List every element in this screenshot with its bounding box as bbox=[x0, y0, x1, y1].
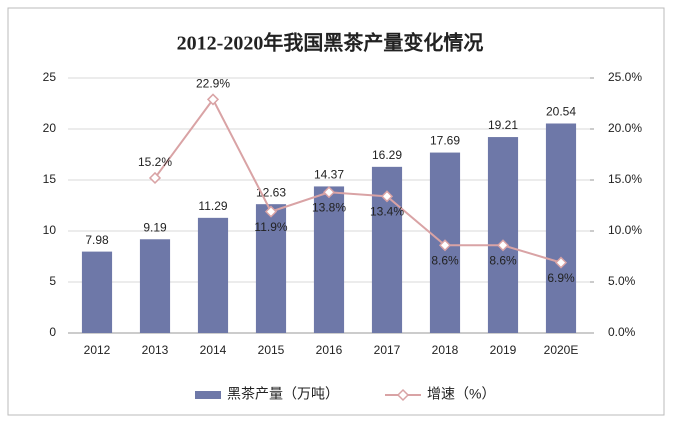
legend-label: 黑茶产量（万吨） bbox=[227, 386, 339, 402]
line-marker bbox=[148, 171, 162, 185]
line-marker bbox=[438, 239, 452, 252]
y-tick-label: 15 bbox=[43, 172, 57, 186]
x-tick-label: 2020E bbox=[544, 343, 579, 357]
legend-label: 增速（%） bbox=[427, 386, 495, 402]
y2-tick-label: 0.0% bbox=[608, 325, 636, 339]
line-value-label: 22.9% bbox=[196, 77, 230, 91]
bar bbox=[81, 251, 113, 333]
line-value-label: 15.2% bbox=[138, 155, 172, 169]
bar bbox=[255, 204, 287, 333]
bar bbox=[197, 217, 229, 333]
x-tick-label: 2014 bbox=[200, 343, 227, 357]
legend-swatch bbox=[195, 391, 221, 399]
bar bbox=[139, 239, 171, 333]
bar bbox=[487, 137, 519, 333]
x-tick-label: 2013 bbox=[142, 343, 169, 357]
bar-value-label: 7.98 bbox=[85, 233, 109, 247]
y-tick-label: 5 bbox=[49, 274, 56, 288]
y2-tick-label: 25.0% bbox=[608, 70, 642, 84]
line-value-label: 13.4% bbox=[370, 204, 404, 218]
y-tick-label: 0 bbox=[49, 325, 56, 339]
bar-value-label: 17.69 bbox=[430, 134, 460, 148]
line-marker bbox=[322, 186, 336, 199]
y-tick-label: 25 bbox=[43, 70, 57, 84]
line-value-label: 6.9% bbox=[547, 271, 575, 285]
line-value-label: 8.6% bbox=[431, 253, 459, 267]
x-tick-label: 2015 bbox=[258, 343, 285, 357]
y2-tick-label: 15.0% bbox=[608, 172, 642, 186]
line-marker bbox=[554, 256, 568, 269]
line-marker bbox=[264, 205, 278, 218]
bar-value-label: 16.29 bbox=[372, 148, 402, 162]
bar bbox=[545, 123, 577, 333]
bar-value-label: 9.19 bbox=[143, 220, 167, 234]
bar-value-label: 11.29 bbox=[198, 199, 227, 213]
bar bbox=[313, 186, 345, 333]
x-tick-label: 2012 bbox=[84, 343, 111, 357]
x-tick-label: 2018 bbox=[432, 343, 459, 357]
x-tick-label: 2017 bbox=[374, 343, 401, 357]
y2-tick-label: 20.0% bbox=[608, 121, 642, 135]
y2-tick-label: 10.0% bbox=[608, 223, 642, 237]
legend-swatch bbox=[396, 388, 410, 402]
y-tick-label: 20 bbox=[43, 121, 57, 135]
line-value-label: 13.8% bbox=[312, 200, 346, 214]
bar-value-label: 20.54 bbox=[546, 105, 576, 119]
line-marker bbox=[206, 93, 220, 106]
x-tick-label: 2019 bbox=[490, 343, 517, 357]
line-value-label: 11.9% bbox=[254, 220, 287, 234]
x-tick-label: 2016 bbox=[316, 343, 343, 357]
y-tick-label: 10 bbox=[43, 223, 57, 237]
chart-title: 2012-2020年我国黑茶产量变化情况 bbox=[177, 31, 484, 55]
line bbox=[154, 97, 562, 264]
line-value-label: 8.6% bbox=[489, 253, 517, 267]
line-marker bbox=[496, 239, 510, 252]
bar-value-label: 14.37 bbox=[314, 168, 344, 182]
bar-value-label: 19.21 bbox=[488, 118, 518, 132]
y2-tick-label: 5.0% bbox=[608, 274, 636, 288]
line-marker bbox=[380, 190, 394, 203]
